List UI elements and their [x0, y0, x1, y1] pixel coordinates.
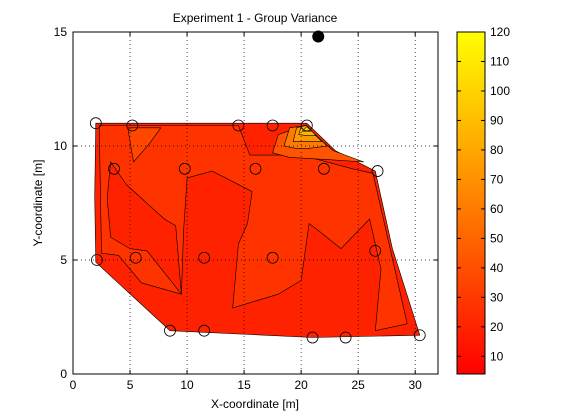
y-tick-label: 5 — [60, 253, 67, 267]
y-axis-ticks: 0 5 10 15 — [54, 25, 438, 381]
marker-point — [312, 30, 325, 43]
contour-region-level-32 — [127, 127, 162, 163]
x-tick-label: 10 — [180, 378, 194, 392]
colorbar-tick-label: 70 — [490, 172, 504, 186]
x-axis-ticks: 0 5 10 15 20 25 30 — [70, 32, 423, 392]
sample-point — [126, 119, 139, 132]
sample-point — [91, 254, 103, 266]
plot-frame — [72, 31, 439, 375]
colorbar-tick-label: 10 — [490, 349, 504, 363]
colorbar-tick-label: 50 — [490, 231, 504, 245]
x-tick-label: 15 — [237, 378, 251, 392]
x-axis-label: X-coordinate [m] — [211, 397, 299, 411]
x-tick-label: 5 — [127, 378, 134, 392]
x-tick-label: 20 — [294, 378, 308, 392]
sample-point — [198, 251, 211, 264]
colorbar-tick-label: 60 — [490, 202, 504, 216]
y-tick-label: 0 — [60, 367, 67, 381]
colorbar — [456, 31, 486, 375]
colorbar-tick-label: 30 — [490, 290, 504, 304]
colorbar-tick-label: 110 — [490, 54, 509, 68]
sample-point — [266, 119, 279, 132]
colorbar-ticks: 10 20 30 40 50 60 70 80 90 100 110 120 — [457, 25, 510, 363]
sample-point — [369, 244, 382, 257]
sample-points — [89, 30, 426, 344]
colorbar-tick-label: 80 — [490, 143, 504, 157]
sample-point — [164, 324, 176, 337]
sample-point — [249, 162, 262, 175]
sample-point — [318, 162, 330, 175]
sample-point — [198, 324, 211, 337]
colorbar-tick-label: 90 — [490, 113, 504, 127]
chart-title: Experiment 1 - Group Variance — [173, 11, 338, 25]
contour-regions — [94, 122, 421, 338]
x-tick-label: 0 — [70, 378, 77, 392]
sample-point — [300, 119, 313, 132]
y-tick-label: 15 — [54, 25, 68, 39]
y-axis-label: Y-coordinate [m] — [31, 160, 45, 247]
sample-point — [266, 251, 279, 264]
colorbar-tick-label: 100 — [490, 84, 510, 98]
sample-point — [306, 331, 319, 344]
sample-point — [178, 162, 191, 175]
sample-point — [339, 331, 352, 344]
sample-point — [413, 329, 426, 342]
sample-point — [89, 117, 102, 130]
x-tick-label: 30 — [409, 378, 423, 392]
sample-point — [108, 162, 120, 175]
colorbar-tick-label: 40 — [490, 261, 504, 275]
sample-point — [129, 251, 142, 264]
colorbar-tick-label: 20 — [490, 320, 504, 334]
sample-point — [371, 165, 384, 177]
colorbar-tick-label: 120 — [490, 25, 510, 39]
sample-point — [232, 119, 245, 132]
y-tick-label: 10 — [54, 139, 68, 153]
x-tick-label: 25 — [351, 378, 365, 392]
